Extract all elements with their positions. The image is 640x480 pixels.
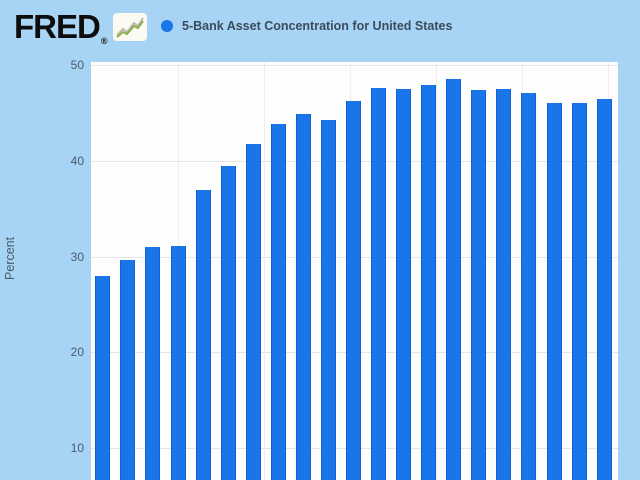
bar-2012[interactable] bbox=[496, 88, 512, 480]
chart-header: FRED® 5-Bank Asset Concentration for Uni… bbox=[0, 0, 640, 56]
plot-area bbox=[91, 62, 618, 480]
y-axis-title: Percent bbox=[3, 236, 17, 280]
bar-2004[interactable] bbox=[295, 113, 311, 480]
bar-2013[interactable] bbox=[521, 92, 537, 480]
bar-2009[interactable] bbox=[421, 85, 437, 480]
legend-marker-dot bbox=[161, 20, 173, 32]
bar-1996[interactable] bbox=[95, 275, 111, 480]
bar-2006[interactable] bbox=[346, 101, 361, 480]
fred-logo[interactable]: FRED® bbox=[14, 8, 108, 53]
bar-2002[interactable] bbox=[245, 143, 261, 480]
bar-2014[interactable] bbox=[546, 103, 562, 480]
bar-2015[interactable] bbox=[571, 103, 587, 480]
y-tick-label-30: 30 bbox=[70, 249, 84, 264]
bar-2007[interactable] bbox=[371, 87, 387, 480]
bar-1998[interactable] bbox=[145, 246, 161, 480]
x-gridline-1 bbox=[264, 62, 265, 480]
bar-2003[interactable] bbox=[270, 124, 286, 480]
y-tick-label-40: 40 bbox=[70, 153, 84, 168]
sparkline-chart-icon bbox=[113, 13, 147, 41]
y-tick-label-10: 10 bbox=[70, 441, 84, 455]
y-tick-label-20: 20 bbox=[70, 345, 84, 360]
bar-2011[interactable] bbox=[471, 89, 487, 480]
bar-1999[interactable] bbox=[170, 245, 186, 480]
bar-1997[interactable] bbox=[120, 260, 136, 480]
gridline-50 bbox=[91, 65, 618, 66]
fred-logo-text: FRED bbox=[14, 8, 101, 45]
y-tick-label-50: 50 bbox=[70, 58, 84, 72]
bar-2005[interactable] bbox=[320, 119, 336, 480]
bar-2000[interactable] bbox=[195, 190, 211, 480]
series-title: 5-Bank Asset Concentration for United St… bbox=[182, 19, 453, 33]
bar-2010[interactable] bbox=[446, 79, 462, 480]
x-gridline-3 bbox=[436, 62, 437, 480]
registered-mark: ® bbox=[100, 36, 108, 46]
bar-2008[interactable] bbox=[396, 88, 412, 480]
bar-2001[interactable] bbox=[220, 166, 236, 480]
bar-2016[interactable] bbox=[596, 98, 612, 480]
